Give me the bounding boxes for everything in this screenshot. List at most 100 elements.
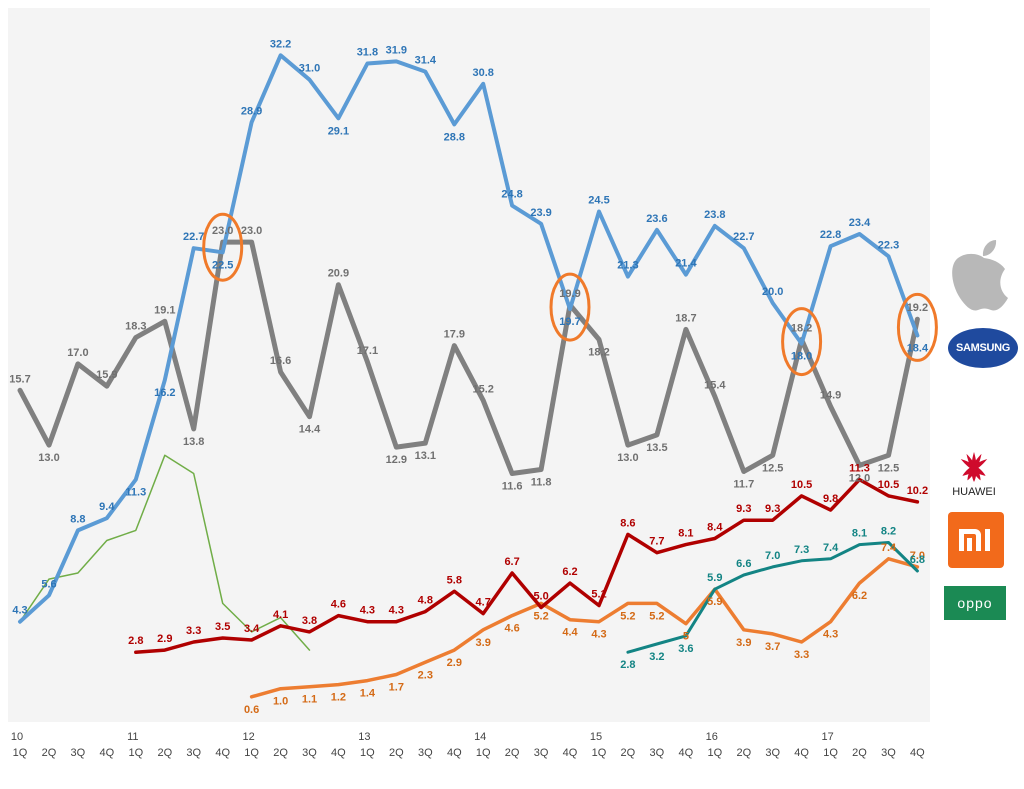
data-label-huawei: 3.4: [244, 623, 260, 635]
data-label-apple: 31.9: [386, 44, 407, 56]
samsung-logo: SAMSUNG: [948, 328, 1018, 368]
data-label-huawei: 5.0: [533, 591, 548, 603]
data-label-samsung: 11.6: [502, 481, 523, 493]
data-label-huawei: 8.4: [707, 522, 723, 534]
data-label-apple: 22.8: [820, 229, 841, 241]
x-tick-quarter: 4Q: [215, 747, 230, 759]
data-label-samsung: 17.1: [357, 345, 378, 357]
data-label-samsung: 13.8: [183, 436, 204, 448]
data-label-apple: 21.3: [617, 260, 638, 272]
series-line-xiaomi: [249, 557, 920, 699]
data-label-samsung: 15.9: [96, 369, 117, 381]
data-label-huawei: 4.3: [360, 605, 375, 617]
data-label-huawei: 9.8: [823, 493, 838, 505]
data-label-samsung: 12.9: [386, 454, 407, 466]
data-label-samsung: 13.0: [38, 452, 59, 464]
x-tick-year: 13: [358, 731, 370, 743]
data-label-xiaomi: 3.9: [476, 637, 491, 649]
data-label-apple: 22.5: [212, 259, 233, 271]
x-tick-quarter: 3Q: [650, 747, 665, 759]
data-label-samsung: 18.7: [675, 312, 696, 324]
data-label-apple: 23.8: [704, 209, 725, 221]
x-tick-quarter: 1Q: [360, 747, 375, 759]
data-label-apple: 28.8: [444, 131, 465, 143]
data-label-oppo: 8.2: [881, 526, 896, 538]
x-tick-quarter: 1Q: [13, 747, 28, 759]
data-label-huawei: 6.7: [504, 556, 519, 568]
data-label-xiaomi: 7.4: [881, 542, 897, 554]
data-label-huawei: 5.8: [447, 574, 462, 586]
x-tick-quarter: 3Q: [186, 747, 201, 759]
x-tick-year: 16: [706, 731, 718, 743]
data-label-huawei: 4.8: [418, 595, 433, 607]
x-tick-quarter: 2Q: [157, 747, 172, 759]
x-tick-quarter: 4Q: [99, 747, 114, 759]
data-label-samsung: 12.5: [762, 462, 783, 474]
data-label-samsung: 23.0: [212, 225, 233, 237]
data-label-apple: 32.2: [270, 38, 291, 50]
data-label-samsung: 18.3: [125, 321, 146, 333]
data-label-huawei: 4.3: [389, 605, 404, 617]
data-label-xiaomi: 6.2: [852, 590, 867, 602]
huawei-logo-icon: [960, 452, 988, 482]
x-tick-quarter: 2Q: [273, 747, 288, 759]
x-tick-year: 11: [127, 731, 138, 743]
data-label-xiaomi: 0.6: [244, 704, 259, 716]
data-label-xiaomi: 5.2: [533, 610, 548, 622]
data-label-samsung: 16.6: [270, 355, 291, 367]
x-tick-quarter: 3Q: [302, 747, 317, 759]
data-label-samsung: 20.9: [328, 268, 349, 280]
x-tick-quarter: 3Q: [418, 747, 433, 759]
data-label-apple: 18.0: [791, 351, 812, 363]
data-label-oppo: 7.0: [765, 550, 780, 562]
series-line-other: [19, 454, 311, 651]
data-label-apple: 22.7: [733, 231, 754, 243]
data-label-xiaomi: 4.3: [823, 629, 838, 641]
data-label-huawei: 2.8: [128, 635, 143, 647]
data-label-huawei: 3.5: [215, 621, 230, 633]
x-tick-quarter: 2Q: [736, 747, 751, 759]
data-label-huawei: 10.5: [878, 479, 899, 491]
data-label-xiaomi: 5.9: [707, 596, 722, 608]
data-label-huawei: 10.2: [907, 485, 928, 497]
data-label-apple: 22.3: [878, 239, 899, 251]
series-line-apple: [18, 53, 920, 624]
x-tick-year: 12: [242, 731, 254, 743]
x-tick-quarter: 3Q: [534, 747, 549, 759]
series-line-oppo: [626, 541, 919, 654]
data-label-samsung: 19.1: [154, 304, 175, 316]
data-label-xiaomi: 1.0: [273, 696, 288, 708]
data-label-apple: 30.8: [472, 67, 493, 79]
data-label-apple: 8.8: [70, 513, 85, 525]
x-tick-quarter: 4Q: [447, 747, 462, 759]
data-label-samsung: 11.7: [733, 479, 754, 491]
x-tick-quarter: 1Q: [244, 747, 259, 759]
data-label-apple: 28.9: [241, 105, 262, 117]
data-label-apple: 31.4: [415, 55, 437, 67]
data-label-oppo: 2.8: [620, 659, 635, 671]
highlight-ellipse: [549, 272, 591, 342]
data-label-apple: 18.4: [907, 343, 929, 355]
data-label-huawei: 6.2: [562, 566, 577, 578]
data-label-xiaomi: 3.7: [765, 641, 780, 653]
data-label-xiaomi: 1.2: [331, 692, 346, 704]
data-label-xiaomi: 5: [683, 631, 689, 643]
data-label-oppo: 6.8: [910, 554, 925, 566]
plot-area: [8, 8, 930, 722]
x-tick-quarter: 1Q: [476, 747, 491, 759]
data-label-oppo: 7.4: [823, 542, 839, 554]
data-label-apple: 20.0: [762, 286, 783, 298]
data-label-samsung: 12.0: [849, 472, 870, 484]
data-label-apple: 23.9: [530, 207, 551, 219]
series-line-samsung: [17, 239, 920, 476]
data-label-oppo: 3.2: [649, 651, 664, 663]
data-label-xiaomi: 5.2: [649, 610, 664, 622]
data-label-xiaomi: 1.4: [360, 688, 376, 700]
data-label-huawei: 3.8: [302, 615, 317, 627]
data-label-huawei: 10.5: [791, 479, 812, 491]
data-label-xiaomi: 4.3: [591, 629, 606, 641]
data-label-samsung: 19.9: [559, 288, 580, 300]
mi-logo-icon: [948, 512, 1004, 568]
data-label-samsung: 14.9: [820, 390, 841, 402]
